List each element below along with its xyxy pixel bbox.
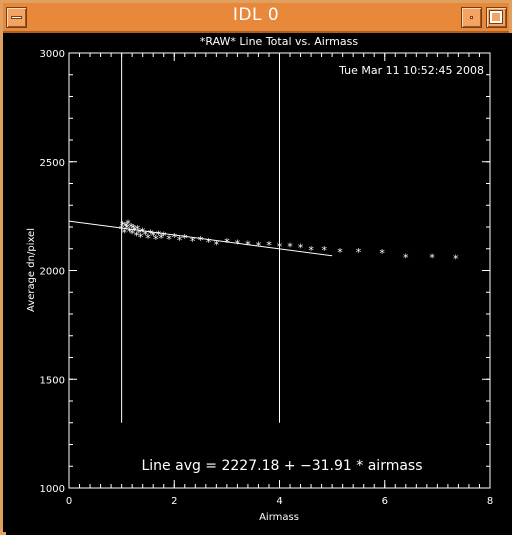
- title-bar[interactable]: IDL 0: [3, 3, 509, 33]
- data-point: *: [429, 251, 435, 264]
- data-point: *: [124, 222, 130, 235]
- x-tick-label: 6: [382, 496, 388, 507]
- data-point: *: [129, 228, 135, 241]
- data-point: *: [119, 223, 125, 236]
- fit-line: [68, 220, 333, 257]
- data-point: *: [403, 251, 409, 264]
- minimize-button[interactable]: [461, 7, 482, 28]
- data-point: *: [214, 238, 220, 251]
- y-tick-label: 1000: [40, 484, 65, 495]
- data-point: *: [125, 218, 131, 231]
- y-tick-label: 2500: [40, 158, 65, 169]
- y-tick-label: 2000: [40, 267, 65, 278]
- x-tick-label: 4: [276, 496, 282, 507]
- data-point: *: [134, 230, 140, 243]
- data-point: *: [224, 236, 230, 249]
- data-point: *: [130, 222, 136, 235]
- x-tick-label: 8: [487, 496, 493, 507]
- data-point: *: [153, 233, 159, 246]
- data-point: *: [356, 246, 362, 259]
- data-point: *: [166, 233, 172, 246]
- data-point: *: [298, 242, 304, 255]
- data-point: *: [182, 232, 188, 245]
- data-point: *: [122, 226, 128, 239]
- chart-svg: *RAW* Line Total vs. Airmass Tue Mar 11 …: [26, 35, 493, 523]
- data-point: *: [127, 225, 133, 238]
- data-point: *: [158, 232, 164, 245]
- data-point: *: [277, 241, 283, 254]
- data-point: *: [206, 236, 212, 249]
- maximize-button[interactable]: [486, 7, 507, 28]
- data-point: *: [120, 219, 126, 232]
- data-point: *: [245, 238, 251, 251]
- plot-canvas: *RAW* Line Total vs. Airmass Tue Mar 11 …: [6, 33, 512, 535]
- data-point: *: [177, 234, 183, 247]
- window-title: IDL 0: [232, 5, 280, 25]
- data-point: *: [135, 223, 141, 236]
- data-point: *: [172, 231, 178, 244]
- y-axis-label: Average dn/pixel: [26, 228, 37, 312]
- data-point: *: [287, 241, 293, 254]
- data-point: *: [321, 244, 327, 257]
- data-point: *: [145, 232, 151, 245]
- data-point: *: [308, 244, 314, 257]
- data-point: *: [136, 226, 142, 239]
- data-point: *: [156, 229, 162, 242]
- data-point: *: [337, 246, 343, 259]
- chart-title: *RAW* Line Total vs. Airmass: [200, 35, 358, 48]
- data-point: *: [453, 253, 459, 266]
- x-axis-label: Airmass: [259, 512, 299, 523]
- data-point: *: [198, 234, 204, 247]
- data-point: *: [128, 221, 134, 234]
- data-point: *: [123, 220, 129, 233]
- maximize-icon: [489, 10, 503, 24]
- data-point: *: [161, 230, 167, 243]
- data-point: *: [132, 224, 138, 237]
- window-menu-button[interactable]: [6, 7, 27, 28]
- y-tick-label: 1500: [40, 375, 65, 386]
- data-point: *: [266, 239, 272, 252]
- data-point: *: [148, 228, 154, 241]
- minimize-icon: [470, 16, 473, 19]
- x-tick-label: 0: [66, 496, 72, 507]
- fit-annotation: Line avg = 2227.18 + −31.91 * airmass: [141, 458, 422, 474]
- data-point: *: [379, 247, 385, 260]
- timestamp-label: Tue Mar 11 10:52:45 2008: [338, 64, 484, 77]
- data-point: *: [150, 230, 156, 243]
- data-point: *: [235, 237, 241, 250]
- y-tick-label: 3000: [40, 49, 65, 60]
- data-point: *: [256, 239, 262, 252]
- data-point: *: [140, 225, 146, 238]
- data-point: *: [138, 231, 144, 244]
- data-point: *: [143, 229, 149, 242]
- data-point: *: [190, 235, 196, 248]
- menu-icon: [11, 16, 22, 19]
- x-tick-label: 2: [171, 496, 177, 507]
